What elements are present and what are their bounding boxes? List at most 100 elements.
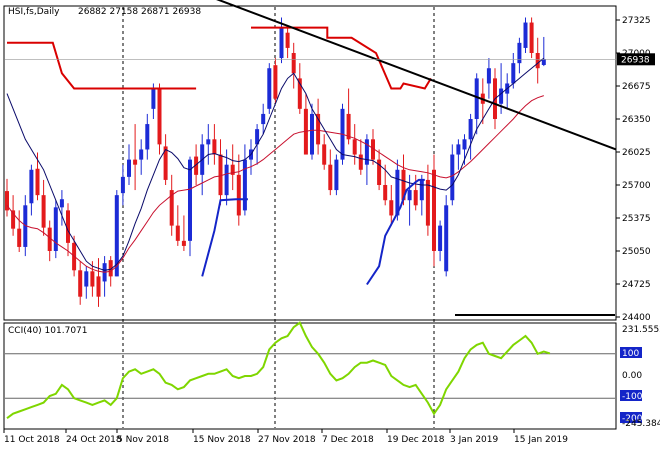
date-tick-label: 3 Jan 2019	[450, 435, 498, 445]
candle	[279, 17, 284, 64]
candle	[358, 139, 363, 175]
candle	[383, 164, 388, 206]
candle	[267, 63, 272, 114]
current-price-marker: 26938	[617, 53, 655, 66]
candle	[450, 144, 455, 206]
candle	[389, 185, 394, 226]
cci-level-box	[620, 390, 642, 401]
ma-slow-line	[6, 95, 544, 273]
candle	[285, 27, 290, 59]
candle	[236, 154, 241, 226]
candle	[206, 124, 211, 165]
date-tick-label: 19 Dec 2018	[387, 435, 445, 445]
price-tick-label: 27325	[622, 16, 651, 26]
price-tick-label: 25375	[622, 214, 651, 224]
candle	[438, 220, 443, 262]
stop-lower-line	[201, 198, 248, 277]
candle	[273, 58, 278, 104]
candle	[529, 17, 534, 59]
candle	[29, 164, 34, 216]
candle	[474, 73, 479, 135]
candle	[419, 174, 424, 216]
candle	[212, 124, 217, 165]
cci-level-label: 231.5552	[622, 325, 660, 335]
candle	[371, 129, 375, 165]
candle	[432, 154, 436, 267]
candle	[310, 103, 314, 160]
candle	[181, 215, 186, 251]
cci-level-label: 100	[622, 349, 639, 359]
symbol-label: HSI,fs,Daily	[8, 7, 60, 17]
candle	[188, 156, 192, 257]
trend-line[interactable]	[211, 0, 617, 151]
candle	[163, 134, 168, 185]
candle	[114, 190, 119, 277]
date-tick-label: 11 Oct 2018	[4, 435, 60, 445]
cci-level-label: 0.00	[622, 371, 642, 381]
cci-level-label: -200	[622, 414, 643, 424]
ma-fast-line	[6, 57, 545, 271]
candle	[486, 58, 491, 99]
candle	[133, 124, 138, 191]
candle	[535, 37, 540, 84]
stop-lower-line	[366, 178, 425, 286]
date-tick-label: 24 Oct 2018	[66, 435, 122, 445]
candle	[200, 134, 205, 196]
date-tick-label: 15 Jan 2019	[514, 435, 568, 445]
candle	[41, 179, 46, 236]
price-tick-label: 26350	[622, 115, 651, 125]
candle	[316, 98, 321, 155]
price-tick-label: 25050	[622, 247, 651, 257]
cci-level-box	[620, 347, 642, 358]
candle	[230, 144, 235, 191]
cci-level-label: -100	[622, 392, 643, 402]
candle	[261, 103, 266, 135]
cci-level-lines	[5, 353, 615, 399]
candle	[47, 220, 52, 262]
candle	[53, 200, 58, 259]
candle	[102, 256, 107, 297]
cci-label: CCI(40) 101.7071	[8, 326, 88, 336]
cci-level-label: -245.384	[622, 419, 660, 429]
candle	[505, 73, 510, 109]
candle	[328, 149, 333, 196]
main-plot	[5, 0, 617, 316]
candle	[249, 139, 253, 175]
candle	[377, 149, 382, 191]
candle	[157, 83, 162, 155]
price-tick-label: 24400	[622, 313, 651, 323]
candle	[334, 154, 339, 196]
price-tick-label: 26675	[622, 82, 651, 92]
candle	[139, 139, 144, 175]
date-tick-label: 15 Nov 2018	[193, 435, 251, 445]
stop-upper-line	[7, 41, 197, 90]
candle	[322, 134, 327, 170]
current-price-label: 26938	[621, 55, 650, 65]
price-tick-label: 24725	[622, 280, 651, 290]
candle	[523, 17, 528, 53]
candle	[541, 36, 546, 67]
candle	[303, 93, 308, 155]
candle	[444, 195, 449, 277]
candle	[169, 174, 174, 236]
candle	[456, 139, 461, 170]
date-tick-label: 27 Nov 2018	[258, 435, 316, 445]
candle	[145, 113, 150, 160]
candle	[11, 195, 16, 236]
cci-line	[6, 321, 551, 420]
candle	[127, 144, 131, 185]
candle	[425, 164, 430, 236]
candle	[175, 205, 180, 246]
price-axis: 2732527000266752635026025257002537525050…	[616, 16, 660, 429]
candle	[224, 149, 229, 206]
candle	[291, 42, 296, 89]
cci-pane-frame	[3, 322, 617, 430]
candle	[120, 164, 125, 206]
candle	[395, 159, 400, 221]
ohlc-label: 26882 27158 26871 26938	[78, 7, 201, 17]
cci-plot	[6, 321, 551, 420]
candle	[90, 261, 95, 297]
candle	[346, 88, 351, 145]
